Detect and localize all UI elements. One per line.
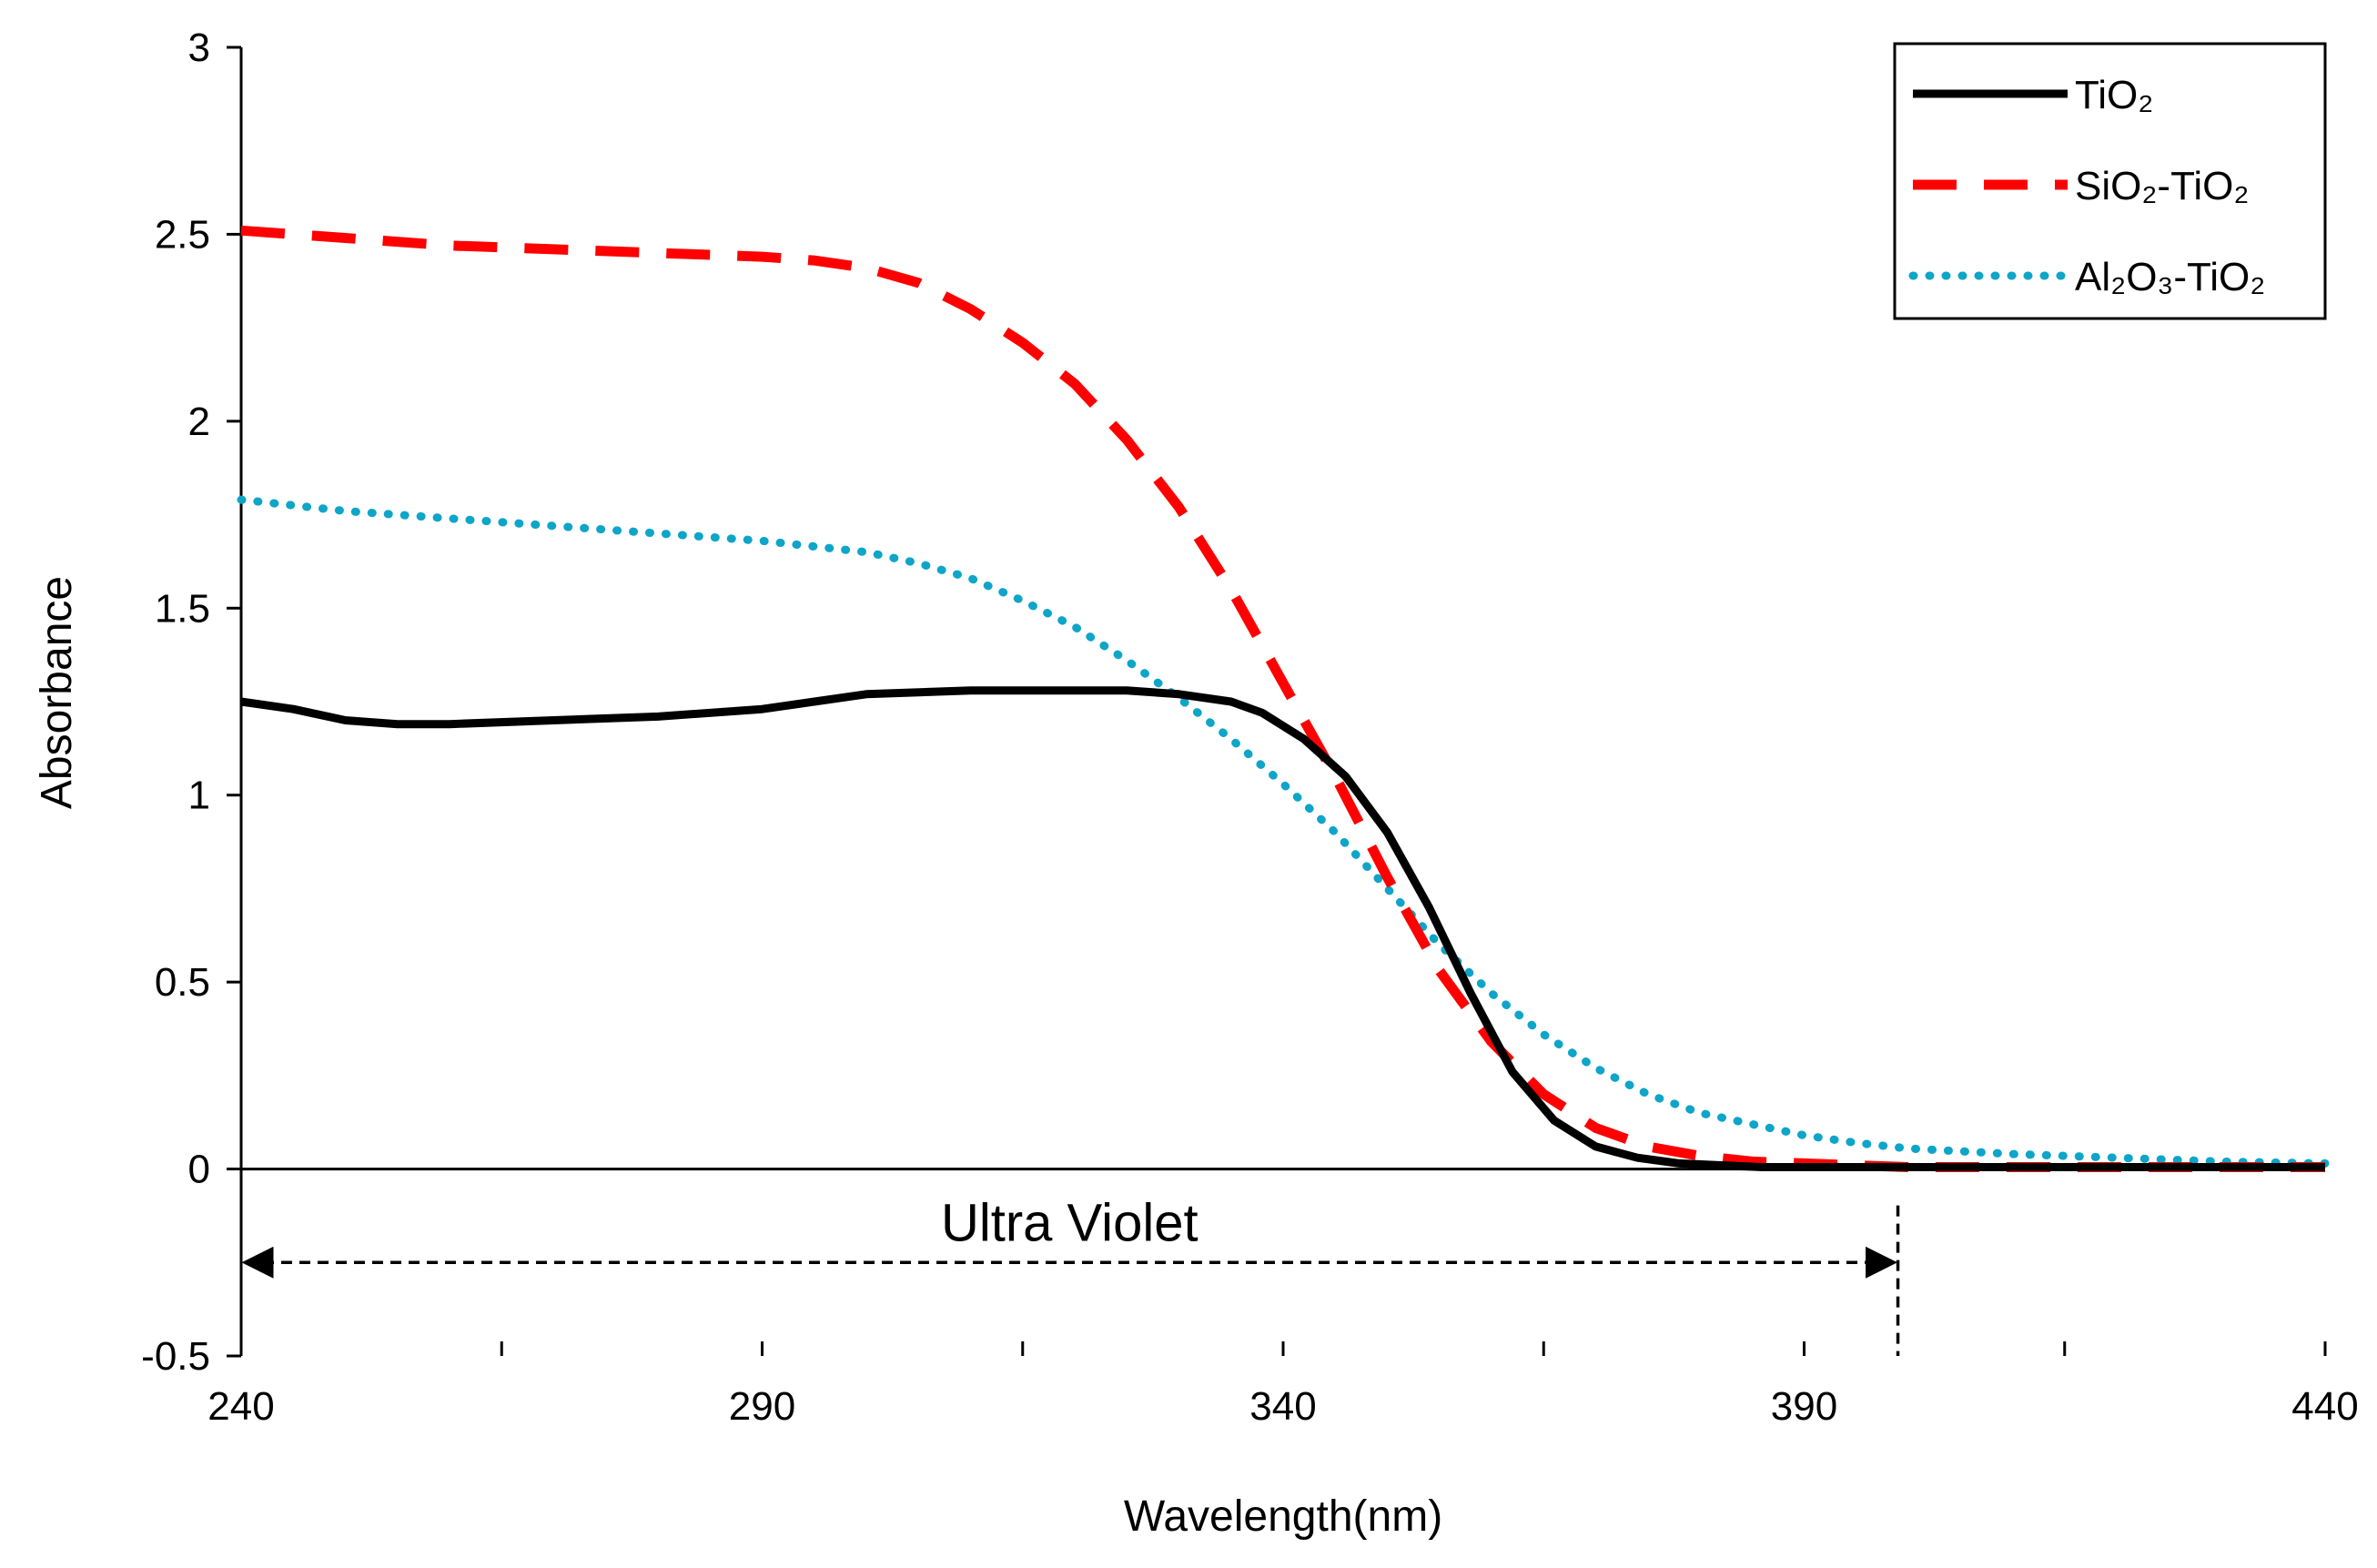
legend-box [1893, 42, 2327, 320]
y-axis-title: Absorbance [33, 576, 81, 809]
tick-labels: -0.5 0 0.5 1 1.5 2 2.5 3 240 290 340 390 440 [141, 25, 2359, 1429]
x-tick-label: 390 [1771, 1384, 1837, 1429]
y-tick-label: 0 [188, 1148, 210, 1192]
series-line-1 [240, 225, 2325, 1172]
x-tick-label: 440 [2291, 1384, 2358, 1429]
series-line-2 [237, 495, 2330, 1168]
y-tick-label: 0.5 [155, 960, 210, 1005]
y-tick-label: -0.5 [141, 1334, 210, 1379]
legend-label-1: SiO₂-TiO₂ [2075, 164, 2249, 208]
legend-label-0: TiO₂ [2075, 73, 2153, 117]
uv-annotation-label: Ultra Violet [941, 1193, 1199, 1252]
x-tick-label: 240 [207, 1384, 274, 1429]
y-tick-label: 1 [188, 774, 210, 818]
annotation-layer: Ultra Violet [241, 1193, 1900, 1356]
legend: TiO₂ SiO₂-TiO₂ Al₂O₃-TiO₂ [1893, 42, 2327, 320]
series-layer [237, 225, 2330, 1172]
series-line-0 [240, 686, 2325, 1171]
x-tick-label: 290 [729, 1384, 795, 1429]
y-tick-label: 1.5 [155, 586, 210, 631]
x-tick-label: 340 [1249, 1384, 1316, 1429]
legend-label-2: Al₂O₃-TiO₂ [2075, 255, 2265, 299]
y-tick-label: 2.5 [155, 212, 210, 257]
y-tick-label: 2 [188, 400, 210, 444]
y-tick-label: 3 [188, 25, 210, 70]
x-axis-title: Wavelength(nm) [1124, 1492, 1442, 1541]
